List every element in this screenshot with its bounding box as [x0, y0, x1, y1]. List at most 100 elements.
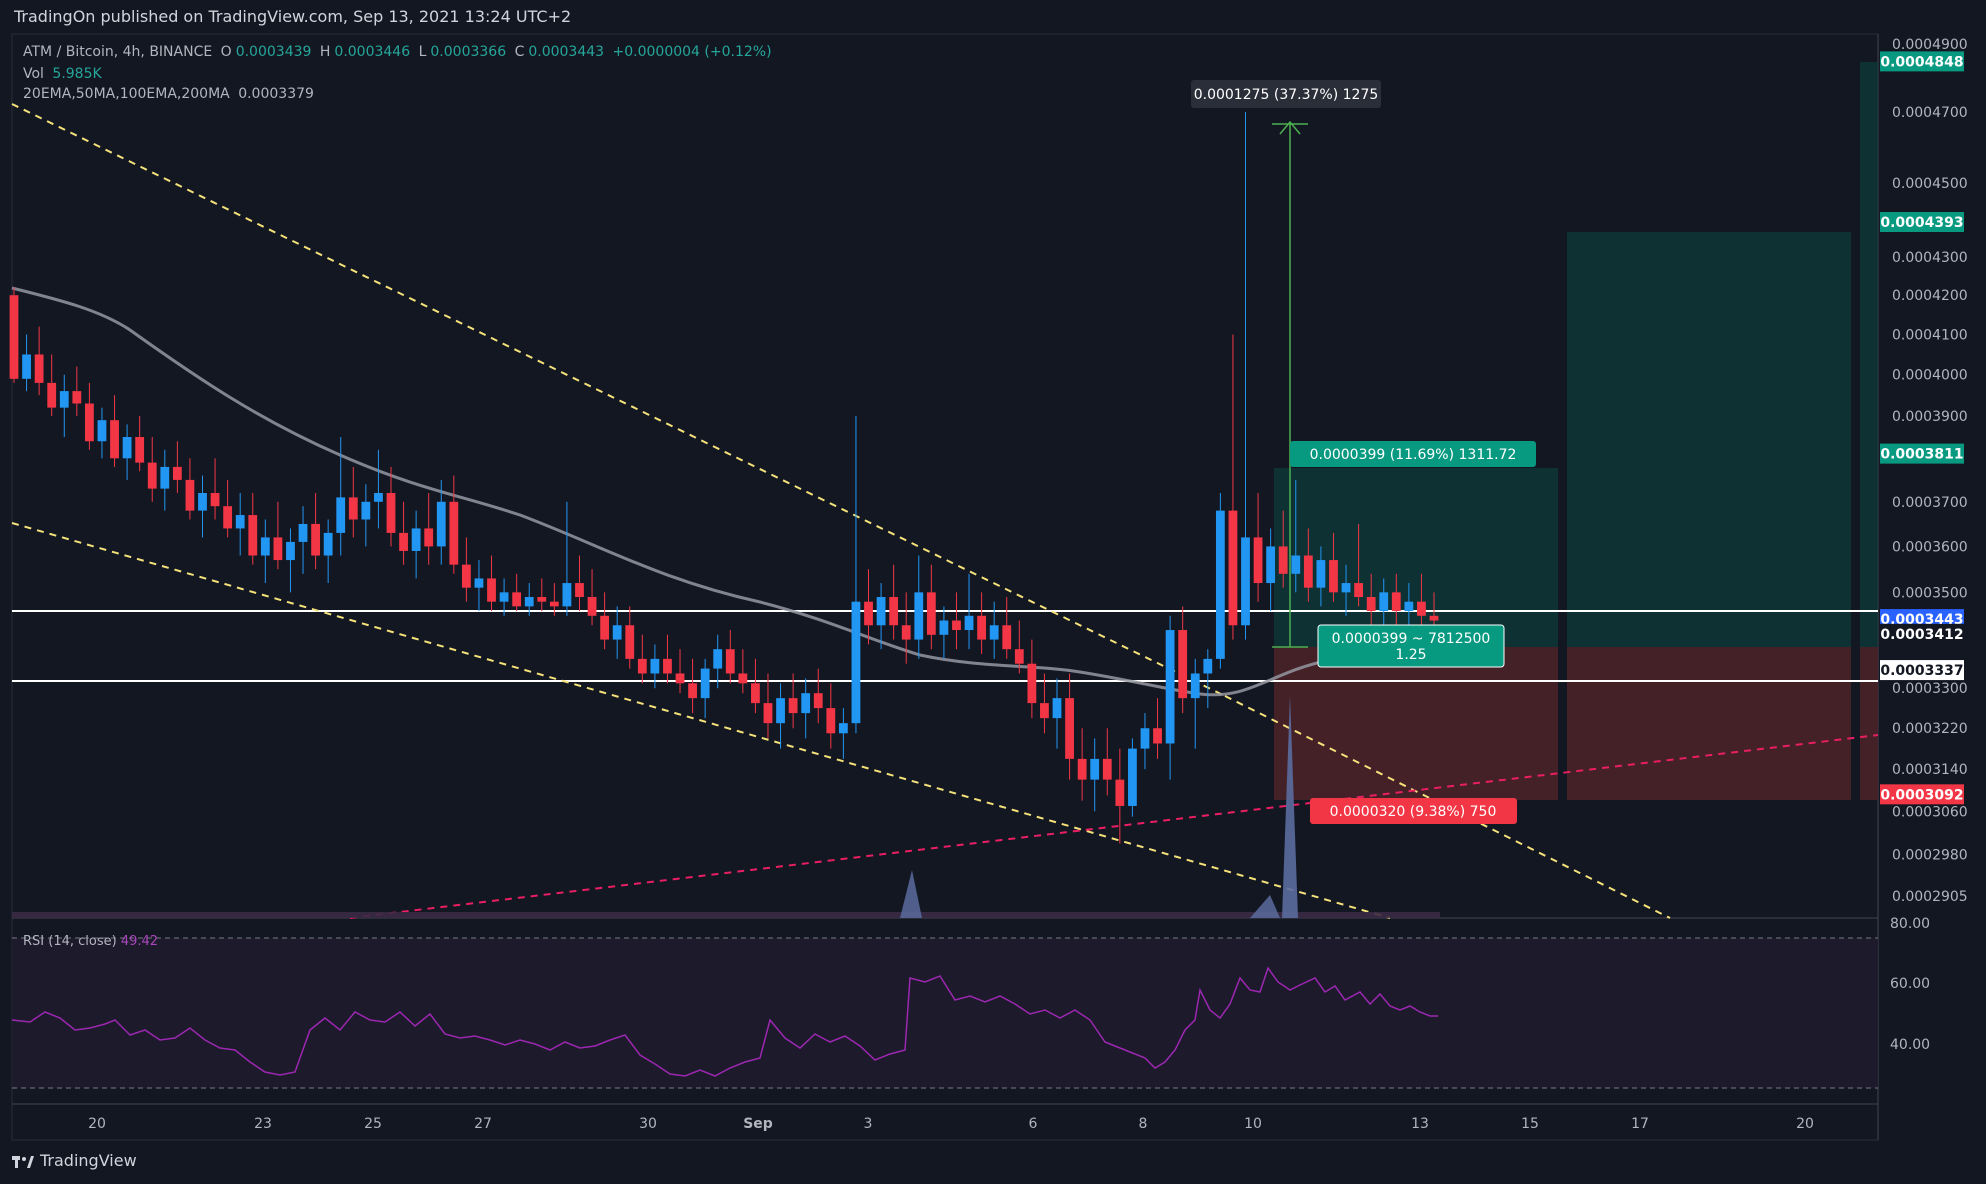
candle-body-0[interactable]: [9, 295, 19, 379]
candle-body-44[interactable]: [562, 583, 572, 607]
candle-body-72[interactable]: [914, 592, 924, 640]
descending-trendline-lower[interactable]: [11, 522, 1391, 919]
candle-body-39[interactable]: [499, 592, 509, 602]
candle-body-68[interactable]: [864, 601, 873, 626]
candle-body-38[interactable]: [487, 578, 496, 602]
candle-body-43[interactable]: [549, 601, 559, 607]
candle-body-97[interactable]: [1228, 510, 1238, 626]
candle-body-67[interactable]: [851, 601, 861, 724]
footer-brand[interactable]: TradingView: [12, 1138, 137, 1184]
candle-body-99[interactable]: [1253, 537, 1263, 584]
candle-body-100[interactable]: [1266, 546, 1276, 584]
candle-body-7[interactable]: [97, 420, 107, 442]
candle-body-61[interactable]: [776, 698, 785, 724]
candle-body-23[interactable]: [298, 523, 308, 542]
candle-body-92[interactable]: [1165, 630, 1175, 744]
candle-body-48[interactable]: [612, 625, 622, 640]
candle-body-65[interactable]: [826, 708, 836, 734]
candle-body-113[interactable]: [1429, 615, 1439, 621]
ratio-label-box[interactable]: [1317, 624, 1505, 668]
candle-body-15[interactable]: [198, 492, 207, 511]
candle-body-108[interactable]: [1366, 597, 1376, 612]
candle-body-90[interactable]: [1140, 728, 1150, 749]
candle-body-106[interactable]: [1341, 583, 1351, 593]
candle-body-26[interactable]: [336, 497, 346, 533]
candle-body-84[interactable]: [1065, 698, 1074, 759]
candle-body-78[interactable]: [989, 625, 999, 640]
candle-body-47[interactable]: [600, 615, 610, 640]
candle-body-55[interactable]: [700, 668, 710, 699]
candle-body-17[interactable]: [223, 506, 233, 529]
candle-body-59[interactable]: [751, 683, 760, 704]
candle-body-93[interactable]: [1178, 630, 1188, 699]
candle-body-6[interactable]: [85, 403, 94, 442]
candle-body-11[interactable]: [147, 462, 157, 489]
candle-body-16[interactable]: [210, 492, 220, 507]
candle-body-83[interactable]: [1052, 698, 1062, 719]
candle-body-51[interactable]: [650, 658, 660, 674]
candle-body-71[interactable]: [901, 625, 911, 640]
candle-body-69[interactable]: [876, 597, 886, 626]
candle-body-60[interactable]: [763, 703, 773, 724]
candle-body-50[interactable]: [637, 658, 647, 674]
candle-body-37[interactable]: [474, 578, 484, 588]
candle-body-28[interactable]: [361, 501, 371, 520]
candle-body-20[interactable]: [260, 537, 270, 556]
candle-body-86[interactable]: [1090, 758, 1100, 780]
candle-body-1[interactable]: [22, 354, 31, 379]
candle-body-110[interactable]: [1391, 592, 1401, 612]
candle-body-62[interactable]: [788, 698, 798, 714]
candle-body-31[interactable]: [399, 532, 408, 551]
candle-body-58[interactable]: [738, 673, 748, 684]
candle-body-46[interactable]: [587, 597, 597, 616]
candle-body-73[interactable]: [926, 592, 936, 635]
candle-body-14[interactable]: [185, 479, 195, 511]
candle-body-56[interactable]: [713, 649, 723, 669]
candle-body-32[interactable]: [411, 528, 421, 551]
candle-body-30[interactable]: [386, 492, 396, 533]
candle-body-101[interactable]: [1278, 546, 1288, 574]
candle-body-82[interactable]: [1040, 703, 1049, 719]
candle-body-102[interactable]: [1291, 555, 1301, 574]
candle-body-57[interactable]: [725, 649, 735, 674]
candle-body-33[interactable]: [424, 528, 434, 547]
candle-body-79[interactable]: [1002, 625, 1012, 650]
candle-body-35[interactable]: [449, 501, 459, 565]
candle-body-52[interactable]: [663, 658, 672, 674]
candle-body-5[interactable]: [72, 391, 82, 404]
candle-body-53[interactable]: [675, 673, 685, 684]
candle-body-88[interactable]: [1115, 779, 1125, 806]
candle-body-49[interactable]: [625, 625, 635, 659]
candle-body-8[interactable]: [110, 420, 119, 459]
candle-body-19[interactable]: [248, 515, 258, 556]
descending-trendline-upper[interactable]: [11, 103, 1226, 697]
symbol-name[interactable]: ATM / Bitcoin, 4h, BINANCE: [23, 44, 213, 60]
candle-body-85[interactable]: [1077, 758, 1087, 780]
candle-body-54[interactable]: [688, 683, 697, 699]
candle-body-77[interactable]: [977, 615, 987, 640]
candle-body-76[interactable]: [964, 615, 974, 631]
candle-body-80[interactable]: [1014, 649, 1024, 664]
candle-body-45[interactable]: [575, 583, 584, 598]
candle-body-89[interactable]: [1128, 748, 1137, 806]
ascending-trendline[interactable]: [349, 734, 1879, 919]
candle-body-63[interactable]: [801, 693, 811, 714]
candle-body-81[interactable]: [1027, 663, 1037, 704]
candle-body-29[interactable]: [374, 492, 383, 502]
candle-body-75[interactable]: [952, 620, 961, 631]
candle-body-42[interactable]: [537, 597, 547, 602]
candle-body-103[interactable]: [1303, 555, 1313, 588]
price-axis[interactable]: 0.0004900 0.0004700 0.0004500 0.0004300 0.00…: [1892, 37, 1968, 905]
candle-body-21[interactable]: [273, 537, 283, 561]
candle-body-25[interactable]: [323, 532, 333, 556]
candle-body-24[interactable]: [311, 523, 320, 556]
candle-body-4[interactable]: [59, 391, 69, 408]
candle-body-98[interactable]: [1241, 537, 1250, 626]
candle-body-41[interactable]: [524, 597, 534, 607]
time-axis[interactable]: 20 23 25 27 30 Sep 3 6 8 10 13 15 17 20: [88, 1116, 1814, 1132]
candle-body-104[interactable]: [1316, 560, 1326, 588]
candle-body-111[interactable]: [1404, 601, 1414, 612]
candle-body-40[interactable]: [512, 592, 522, 607]
candle-body-12[interactable]: [160, 466, 170, 489]
